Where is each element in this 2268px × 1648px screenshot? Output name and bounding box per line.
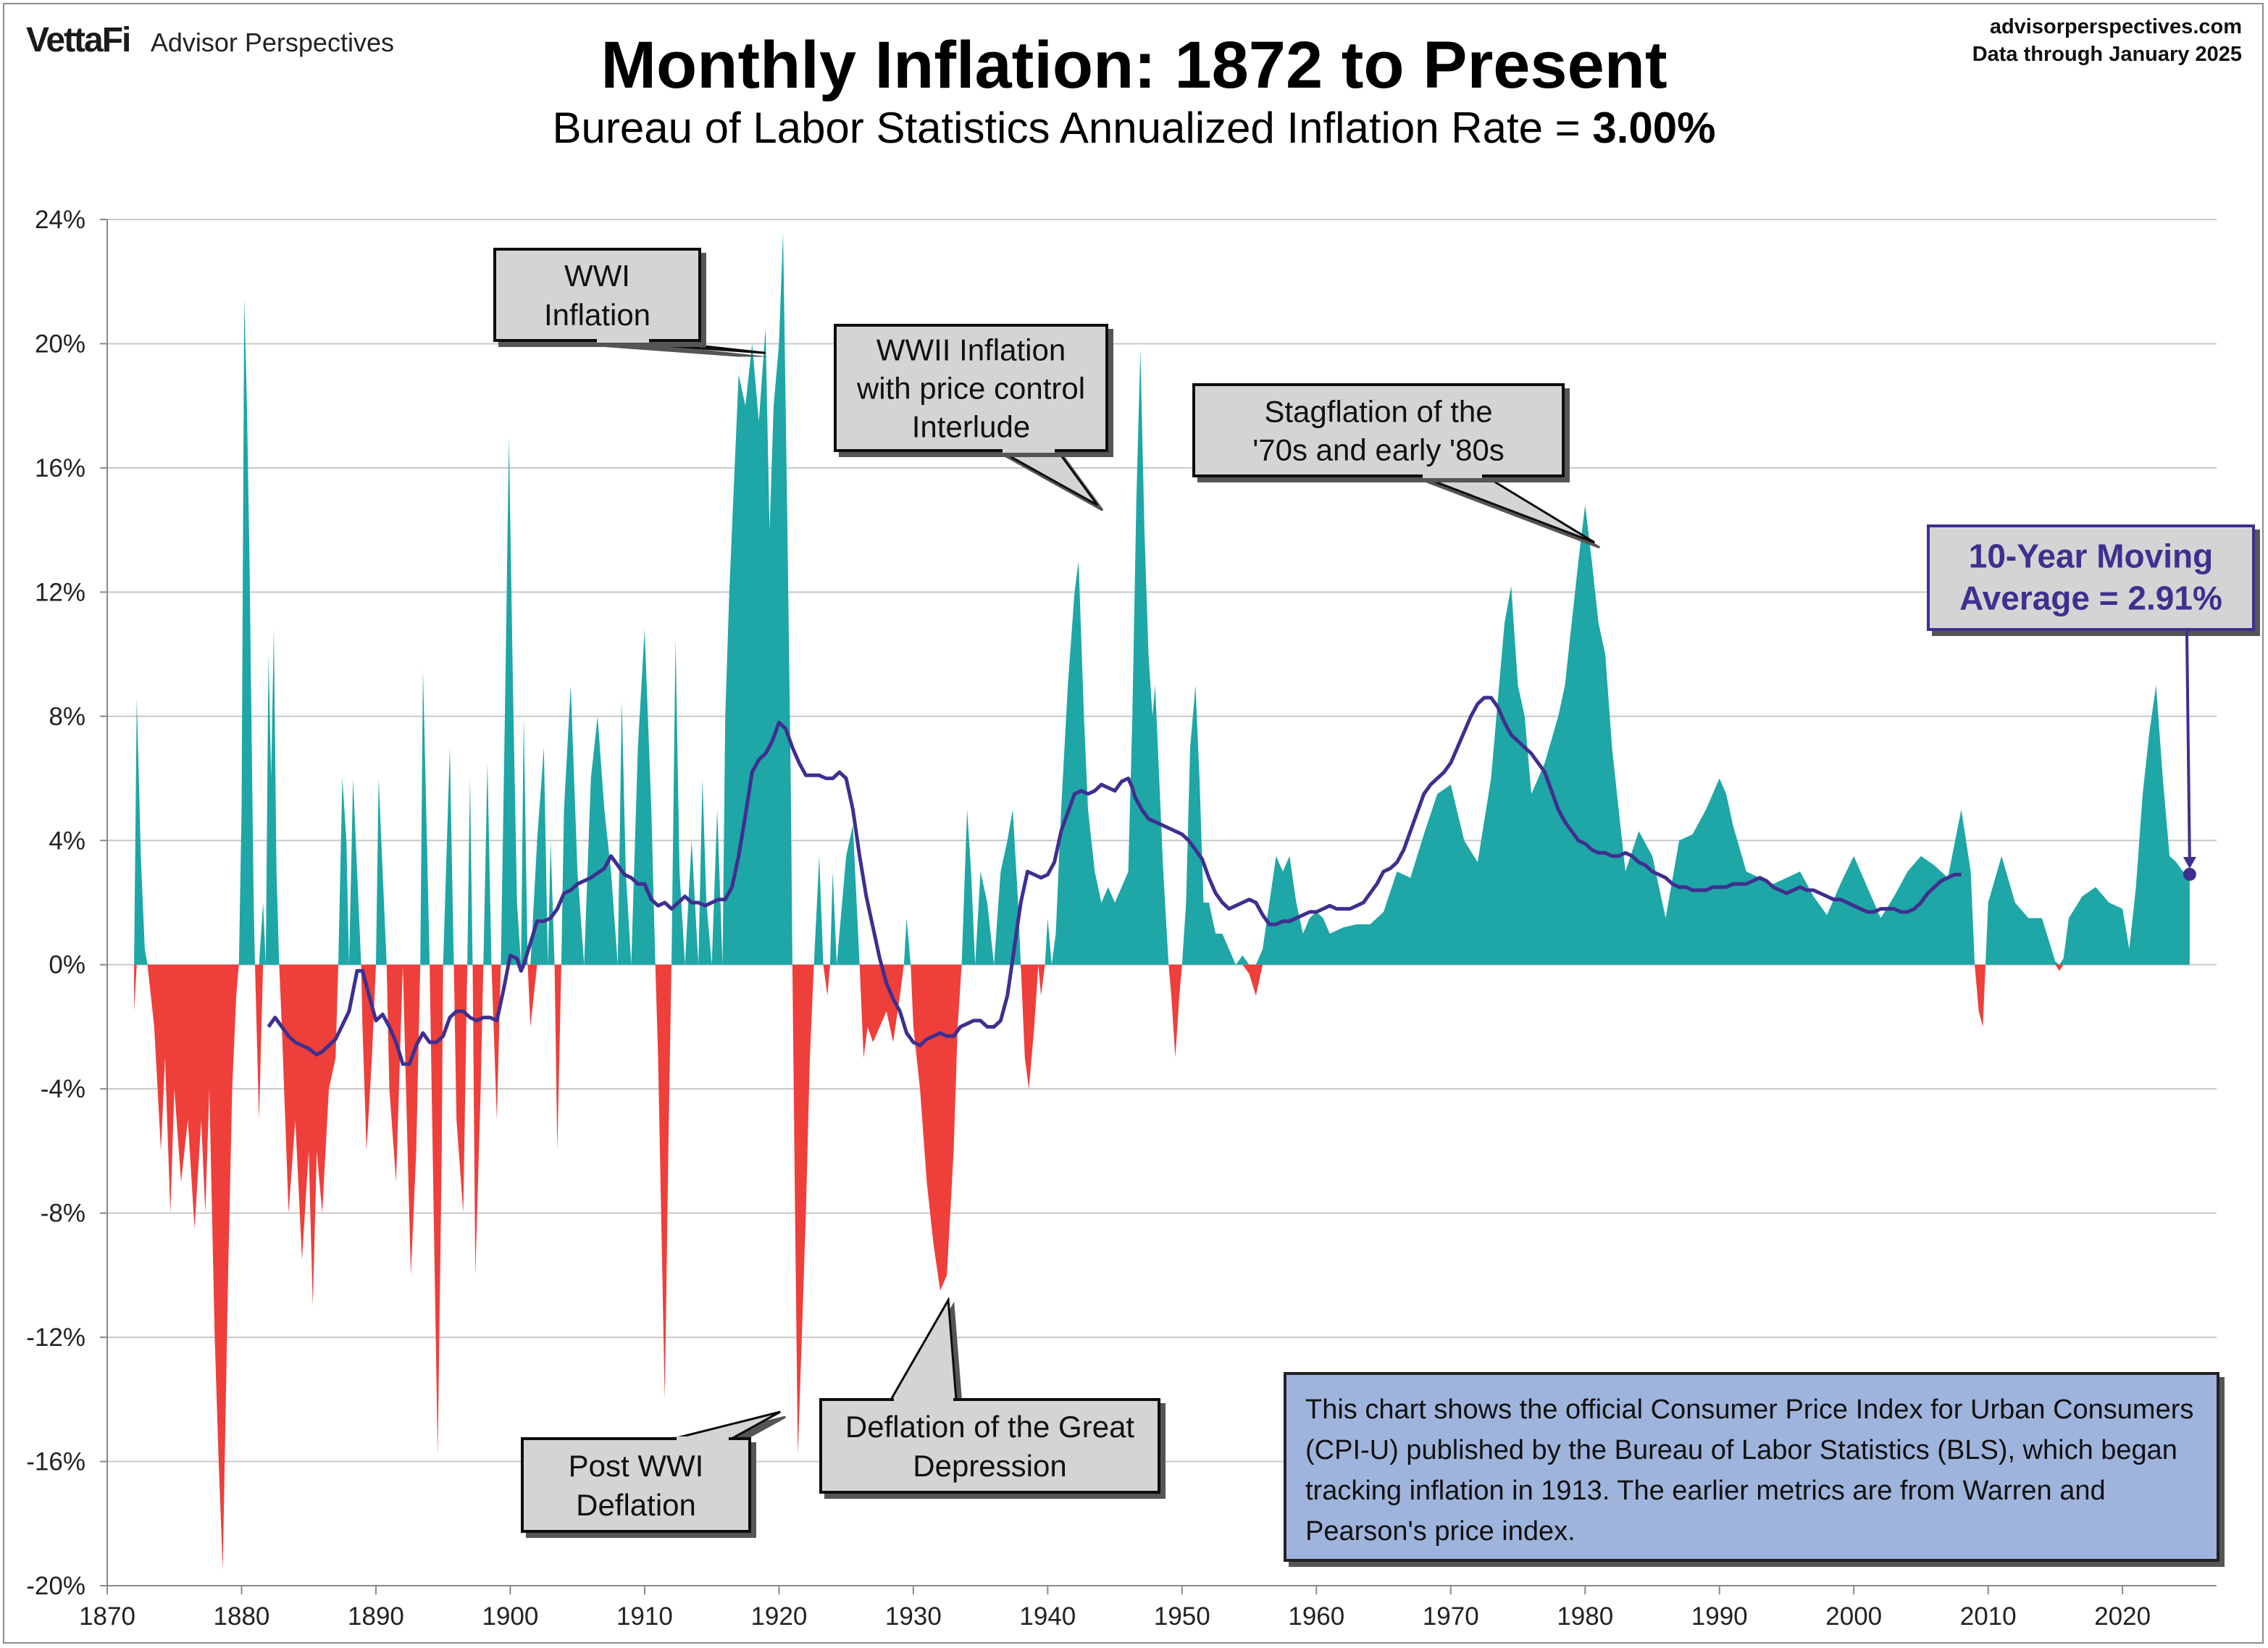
y-tick-label: -16% [26,1448,85,1476]
callout-leader [2185,629,2191,865]
x-tick-label: 2010 [1960,1602,2017,1631]
x-tick-label: 1980 [1557,1602,1613,1631]
x-tick-label: 2020 [2094,1602,2151,1631]
callout-wwi-inflation: WWI Inflation [493,248,766,354]
callout-line: Stagflation of the [1264,395,1492,429]
callout-line: Deflation of the Great [845,1410,1135,1444]
callout-pointer [673,1410,781,1440]
inflation-area [134,232,2190,1570]
x-tick-label: 1960 [1288,1602,1344,1631]
callout-line: with price control [856,372,1085,406]
x-tick-label: 1950 [1154,1602,1210,1631]
callout-box [819,1398,1160,1494]
callouts: WWI Inflation WWII Inflation with price con… [493,248,2255,1533]
y-tick-label: 8% [49,703,85,731]
x-tick-label: 1940 [1019,1602,1076,1631]
y-tick-label: 4% [49,827,85,855]
callout-line: '70s and early '80s [1252,433,1505,467]
moving-average-endpoint [2183,867,2196,881]
y-axis-ticks: 24% 20% 16% 12% 8% 4% 0% -4% -8% -12% -16% -20% [26,206,107,1600]
y-tick-label: 20% [35,330,85,358]
callout-line: Inflation [544,298,650,332]
callout-wwii-inflation: WWII Inflation with price control Interlud… [834,324,1108,506]
callout-box [834,324,1108,452]
y-tick-label: -12% [26,1323,85,1352]
callout-line: WWI [564,259,630,293]
callout-line: Average = 2.91% [1959,580,2222,617]
x-tick-label: 1890 [348,1602,404,1631]
callout-line: Deflation [576,1488,696,1522]
callout-great-depression: Deflation of the Great Depression [819,1296,1160,1494]
source-info: advisorperspectives.com Data through Jan… [1972,13,2242,68]
callout-arrowhead [2183,856,2196,869]
y-tick-label: 0% [49,951,85,979]
x-tick-label: 1900 [482,1602,538,1631]
y-tick-label: -4% [41,1075,85,1103]
callout-line: 10-Year Moving [1969,538,2213,575]
y-tick-label: -8% [41,1200,85,1228]
x-tick-label: 1880 [214,1602,270,1631]
x-tick-label: 1990 [1691,1602,1748,1631]
callout-box [1927,524,2255,631]
callout-post-wwi-deflation: Post WWI Deflation [521,1410,781,1533]
data-through: Data through January 2025 [1972,43,2242,66]
callout-pointer [889,1296,958,1401]
callout-box [1192,383,1565,477]
source-note: This chart shows the official Consumer P… [1284,1372,2219,1562]
x-tick-label: 1910 [616,1602,673,1631]
x-tick-label: 1970 [1423,1602,1479,1631]
x-tick-label: 1920 [750,1602,807,1631]
moving-average-line [267,695,1962,1066]
callout-line: WWII Inflation [876,333,1066,367]
axis-lines [106,219,2217,1586]
y-tick-label: -20% [26,1572,85,1600]
moving-average-series [267,695,1962,1066]
callout-moving-average: 10-Year Moving Average = 2.91% [1927,524,2255,881]
subtitle-value: 3.00% [1592,104,1716,152]
callout-box [521,1437,751,1533]
x-tick-label: 1930 [885,1602,942,1631]
callout-line: Post WWI [569,1449,704,1483]
site-url: advisorperspectives.com [1989,15,2242,38]
x-tick-label: 1870 [79,1602,135,1631]
y-tick-label: 12% [35,578,85,606]
subtitle-prefix: Bureau of Labor Statistics Annualized In… [552,104,1593,152]
vettafi-logo: VettaFi [26,21,131,59]
y-tick-label: 24% [35,206,85,234]
inflation-positive-area [134,232,2190,965]
y-tick-label: 16% [35,454,85,482]
callout-pointer [1419,474,1595,544]
callout-box [493,248,701,342]
x-axis-ticks: 1870 1880 1890 1900 1910 1920 1930 1940 1950 1960… [79,1586,2151,1631]
callout-stagflation: Stagflation of the '70s and early '80s [1192,383,1595,544]
x-tick-label: 2000 [1825,1602,1882,1631]
callout-line: Depression [913,1449,1066,1483]
brand: VettaFi Advisor Perspectives [26,20,394,60]
chart-subtitle: Bureau of Labor Statistics Annualized In… [0,103,2268,153]
callout-pointer [995,449,1099,506]
brand-name: Advisor Perspectives [150,28,394,57]
callout-line: Interlude [912,410,1030,444]
chart-title: Monthly Inflation: 1872 to Present [601,28,1667,102]
